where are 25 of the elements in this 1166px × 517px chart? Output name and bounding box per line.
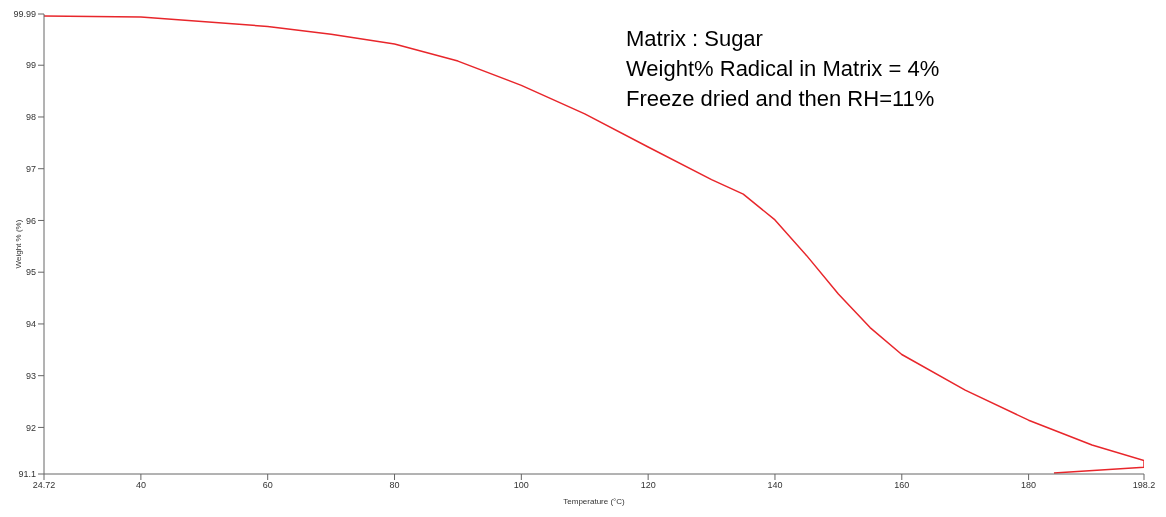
y-tick-label: 91.1 — [18, 469, 36, 480]
y-tick-label: 95 — [25, 267, 36, 278]
x-tick-label: 180 — [1021, 480, 1037, 491]
x-tick-label: 100 — [513, 480, 529, 491]
y-tick-label: 92 — [25, 422, 36, 433]
y-tick-label: 99 — [25, 60, 36, 71]
y-tick-label: 94 — [25, 319, 36, 330]
x-tick-label: 40 — [135, 480, 146, 491]
y-tick-label: 96 — [25, 215, 36, 226]
x-tick-label: 140 — [767, 480, 783, 491]
x-axis-title: Temperature (°C) — [563, 497, 626, 506]
y-tick-label: 98 — [25, 112, 36, 123]
x-tick-label: 160 — [894, 480, 910, 491]
annotation: Matrix : Sugar — [626, 25, 764, 53]
y-tick-label: 97 — [25, 163, 36, 174]
x-tick-label: 120 — [640, 480, 656, 491]
annotation: Freeze dried and then RH=11% — [626, 85, 936, 113]
y-tick-label: 99.99 — [13, 9, 36, 20]
x-tick-label: 198.2 — [1132, 480, 1156, 491]
x-tick-label: 80 — [389, 480, 400, 491]
annotation: Weight% Radical in Matrix = 4% — [626, 55, 940, 83]
y-tick-label: 93 — [25, 370, 36, 381]
x-tick-label: 24.72 — [32, 480, 56, 491]
x-tick-label: 60 — [262, 480, 273, 491]
y-axis-title: Weight % (%) — [13, 219, 23, 269]
